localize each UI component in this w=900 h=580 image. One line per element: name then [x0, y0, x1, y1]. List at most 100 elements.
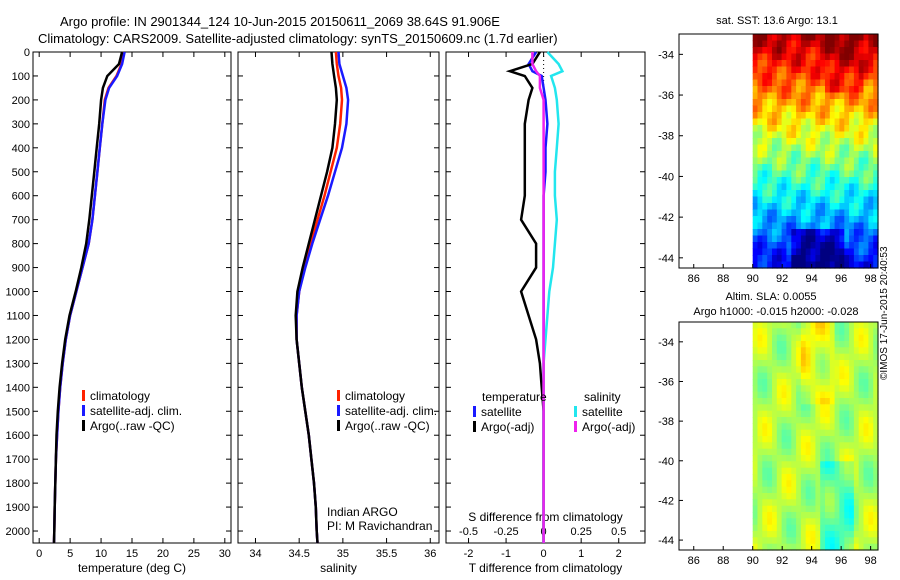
- y-tick-label: 700: [12, 215, 30, 227]
- x-tick-label: 0: [36, 548, 42, 560]
- x-tick-label: 98: [865, 273, 877, 285]
- x-tick-label: 35: [337, 548, 349, 560]
- x-tick-label: 30: [219, 548, 231, 560]
- map-title: sat. SST: 13.6 Argo: 13.1: [716, 15, 838, 27]
- y-tick-label: 800: [12, 239, 30, 251]
- x-tick-label: 90: [747, 273, 759, 285]
- y-tick-label: 1600: [6, 430, 30, 442]
- legend-swatch: [473, 406, 476, 417]
- s-axis-label: S difference from climatology: [468, 510, 623, 524]
- legend-swatch: [574, 421, 577, 432]
- x-axis-label: temperature (deg C): [78, 561, 186, 575]
- y-tick-label: -36: [658, 376, 674, 388]
- profile-panel-difference: -2 -1 0 1 2T difference from climatology -0.5…: [445, 51, 646, 575]
- x-tick-label: 10: [95, 548, 107, 560]
- y-tick-label: -40: [658, 456, 674, 468]
- y-tick-label: -34: [658, 49, 674, 61]
- y-tick-label: 1900: [6, 502, 30, 514]
- y-tick-label: 100: [12, 71, 30, 83]
- legend-label: satellite-adj. clim.: [90, 404, 182, 418]
- x-tick-label: 96: [835, 273, 847, 285]
- annotation-text: PI: M Ravichandran: [327, 519, 432, 533]
- map-border: [678, 33, 879, 269]
- x-tick-label: -1: [501, 548, 511, 560]
- x-tick-label: 92: [776, 273, 788, 285]
- y-tick-label: 1000: [6, 287, 30, 299]
- x-tick-label: 88: [717, 555, 729, 567]
- y-tick-label: 400: [12, 143, 30, 155]
- map-border: [678, 321, 879, 551]
- y-tick-label: -42: [658, 212, 674, 224]
- y-tick-label: -38: [658, 131, 674, 143]
- x-tick-label: 94: [806, 555, 818, 567]
- y-tick-label: 300: [12, 119, 30, 131]
- legend-label: climatology: [345, 389, 405, 403]
- legend-swatch: [337, 390, 340, 401]
- y-tick-label: 1700: [6, 454, 30, 466]
- legend-label: Argo(-adj): [481, 420, 534, 434]
- y-tick-label: -36: [658, 90, 674, 102]
- s-tick-label: -0.5: [459, 526, 478, 538]
- y-tick-label: 1200: [6, 334, 30, 346]
- plot-frame: [237, 51, 440, 544]
- map-title: Altim. SLA: 0.0055: [725, 291, 816, 303]
- legend-title-temperature: temperature: [482, 390, 547, 404]
- x-tick-label: 88: [717, 273, 729, 285]
- legend-swatch: [82, 420, 85, 431]
- legend-label: Argo(-adj): [582, 420, 635, 434]
- y-tick-label: 1100: [6, 310, 30, 322]
- y-tick-label: 900: [12, 263, 30, 275]
- timestamp-stamp: ©IMOS 17-Jun-2015 20:40:53: [879, 246, 890, 380]
- legend-swatch: [337, 420, 340, 431]
- map-panel-sla_map: 86 88 90 92 94 96 98 -34 -36 -38 -40 -42 -44 Altim. S…: [658, 291, 879, 567]
- annotation-text: Indian ARGO: [327, 505, 398, 519]
- x-tick-label: 90: [747, 555, 759, 567]
- legend-swatch: [82, 405, 85, 416]
- figure-title-line1: Argo profile: IN 2901344_124 10-Jun-2015…: [60, 14, 500, 29]
- map-field: [752, 34, 879, 269]
- y-tick-label: -42: [658, 495, 674, 507]
- x-tick-label: 35.5: [376, 548, 397, 560]
- y-tick-label: 1300: [6, 358, 30, 370]
- x-tick-label: 34: [249, 548, 261, 560]
- y-tick-label: 1500: [6, 406, 30, 418]
- y-tick-label: 500: [12, 167, 30, 179]
- legend-swatch: [82, 390, 85, 401]
- legend-label: Argo(..raw -QC): [90, 419, 175, 433]
- s-tick-label: 0.5: [611, 526, 626, 538]
- x-axis-label: salinity: [320, 561, 357, 575]
- x-tick-label: 5: [67, 548, 73, 560]
- x-tick-label: -2: [464, 548, 474, 560]
- legend-label: satellite-adj. clim.: [345, 404, 437, 418]
- x-tick-label: 92: [776, 555, 788, 567]
- x-tick-label: 15: [126, 548, 138, 560]
- map-panel-sst_map: 86 88 90 92 94 96 98 -34 -36 -38 -40 -42 -44 sat. SST…: [658, 15, 879, 285]
- x-tick-label: 96: [835, 555, 847, 567]
- legend-label: satellite: [582, 405, 623, 419]
- x-tick-label: 86: [688, 273, 700, 285]
- y-tick-label: 0: [24, 47, 30, 59]
- legend-swatch: [337, 405, 340, 416]
- map-field: [752, 322, 879, 551]
- x-tick-label: 86: [688, 555, 700, 567]
- y-tick-label: -34: [658, 337, 674, 349]
- legend-label: climatology: [90, 389, 150, 403]
- plot-frame: [445, 51, 646, 544]
- legend-label: satellite: [481, 405, 522, 419]
- x-tick-label: 34.5: [288, 548, 309, 560]
- x-tick-label: 2: [616, 548, 622, 560]
- y-tick-label: -40: [658, 171, 674, 183]
- profile-panel-salinity: 34 34.5 35 35.5 36 salinity climatologysatelli…: [237, 51, 440, 575]
- x-tick-label: 0: [541, 548, 547, 560]
- y-tick-label: 600: [12, 191, 30, 203]
- y-tick-label: -38: [658, 416, 674, 428]
- y-tick-label: -44: [658, 535, 674, 547]
- series-line-2: [294, 51, 339, 544]
- x-tick-label: 20: [157, 548, 169, 560]
- series-line-3: [531, 52, 545, 543]
- map-subtitle: Argo h1000: -0.015 h2000: -0.028: [693, 306, 858, 318]
- s-tick-label: 0.25: [570, 526, 591, 538]
- legend-swatch: [574, 406, 577, 417]
- legend-title-salinity: salinity: [584, 390, 621, 404]
